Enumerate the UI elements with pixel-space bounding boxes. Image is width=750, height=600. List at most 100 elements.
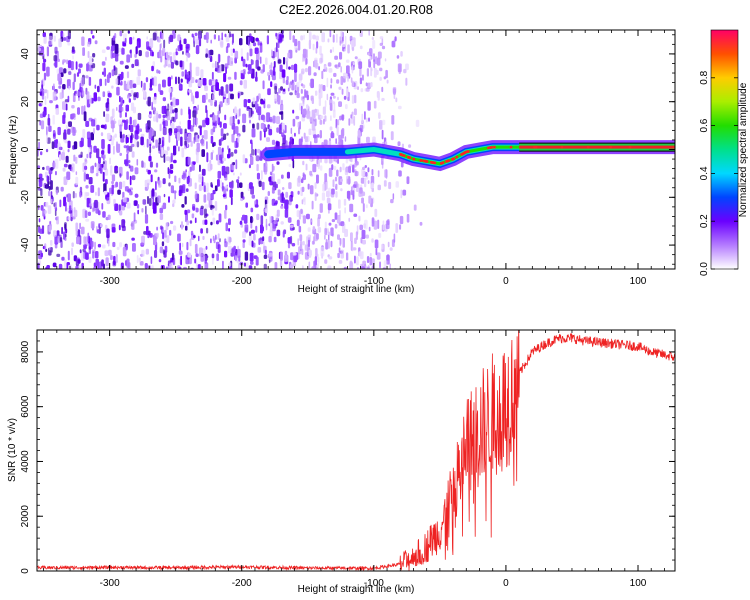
spectrogram-noise-blob	[395, 181, 399, 188]
spectrogram-noise-blob	[311, 200, 314, 210]
spectrogram-noise-blob	[193, 35, 195, 44]
spectrogram-noise-blob	[373, 67, 377, 78]
spectrogram-noise-blob	[168, 106, 173, 111]
spectrogram-noise-blob	[53, 83, 55, 91]
spectrogram-noise-blob	[391, 115, 395, 125]
spectrogram-noise-blob	[192, 117, 195, 128]
spectrogram-noise-blob	[49, 100, 53, 104]
spectrogram-noise-blob	[242, 196, 245, 200]
spectrogram-noise-blob	[346, 252, 349, 261]
spectrogram-noise-blob	[211, 63, 215, 68]
spectrogram-noise-blob	[128, 159, 131, 163]
spectrogram-noise-blob	[330, 227, 334, 236]
spectrogram-noise-blob	[53, 133, 56, 137]
spectrogram-noise-blob	[327, 62, 332, 67]
spectrogram-noise-blob	[339, 40, 344, 44]
spectrogram-noise-blob	[42, 166, 45, 170]
spectrogram-noise-blob	[287, 52, 291, 58]
spectrogram-noise-blob	[307, 239, 310, 247]
spectrogram-noise-blob	[298, 138, 303, 146]
spectrogram-noise-blob	[259, 56, 262, 64]
spectrogram-noise-blob	[377, 51, 382, 59]
spectrogram-noise-blob	[158, 259, 162, 263]
spectrogram-noise-blob	[195, 91, 199, 99]
spectrogram-noise-blob	[56, 268, 59, 269]
spectrogram-noise-blob	[225, 36, 230, 42]
spectrogram-noise-blob	[228, 262, 232, 267]
spectrogram-noise-blob	[205, 92, 208, 100]
spectrogram-noise-blob	[337, 234, 340, 240]
colorbar-tick-label: 0.8	[699, 70, 710, 84]
spectrogram-noise-blob	[199, 207, 204, 216]
y-tick-label: -40	[20, 237, 31, 252]
spectrogram-noise-blob	[179, 121, 181, 125]
spectrogram-noise-blob	[369, 55, 372, 62]
spectrogram-noise-blob	[175, 76, 177, 85]
spectrogram-noise-blob	[144, 263, 148, 269]
y-tick-label: 0	[20, 146, 31, 152]
spectrogram-noise-blob	[118, 47, 123, 52]
spectrogram-noise-blob	[88, 246, 91, 255]
spectrogram-noise-blob	[235, 255, 237, 262]
spectrogram-noise-blob	[406, 213, 410, 223]
spectrogram-noise-blob	[229, 189, 233, 198]
spectrogram-noise-blob	[366, 68, 369, 77]
spectrogram-noise-blob	[170, 56, 173, 63]
spectrogram-noise-blob	[170, 61, 174, 69]
spectrogram-noise-blob	[78, 63, 83, 68]
spectrogram-noise-blob	[359, 45, 363, 50]
spectrogram-noise-blob	[277, 59, 282, 64]
spectrogram-noise-blob	[347, 76, 349, 82]
signal-peak-dot	[429, 160, 433, 164]
spectrogram-noise-blob	[141, 160, 144, 168]
spectrogram-noise-blob	[276, 127, 279, 133]
spectrogram-noise-blob	[145, 51, 149, 58]
spectrogram-noise-blob	[122, 180, 126, 188]
spectrogram-noise-blob	[291, 134, 294, 138]
spectrogram-noise-blob	[152, 202, 156, 210]
spectrogram-noise-blob	[388, 181, 392, 190]
spectrogram-noise-blob	[72, 81, 75, 91]
spectrogram-noise-blob	[357, 171, 359, 176]
spectrogram-noise-blob	[311, 99, 314, 104]
spectrogram-noise-blob	[128, 98, 131, 103]
spectrogram-noise-blob	[338, 260, 343, 264]
spectrogram-noise-blob	[224, 241, 228, 248]
spectrogram-noise-blob	[53, 55, 58, 62]
spectrogram-noise-blob	[73, 154, 76, 162]
spectrogram-noise-blob	[104, 78, 107, 86]
spectrogram-noise-blob	[222, 260, 224, 269]
spectrogram-noise-blob	[352, 247, 357, 251]
spectrogram-noise-blob	[263, 115, 266, 123]
spectrogram-noise-blob	[268, 74, 271, 81]
spectrogram-noise-blob	[228, 228, 230, 232]
spectrogram-noise-blob	[133, 92, 138, 98]
spectrogram-noise-blob	[179, 128, 183, 135]
spectrogram-noise-blob	[355, 161, 359, 166]
spectrogram-noise-blob	[334, 64, 338, 68]
spectrogram-noise-blob	[308, 66, 312, 76]
spectrogram-noise-blob	[45, 201, 49, 208]
spectrogram-noise-blob	[282, 88, 286, 92]
spectrogram-noise-blob	[190, 69, 192, 80]
spectrogram-noise-blob	[280, 205, 284, 209]
spectrogram-noise-blob	[198, 79, 202, 87]
spectrogram-noise-blob	[362, 203, 365, 212]
spectrogram-noise-blob	[115, 181, 118, 188]
spectrogram-noise-blob	[217, 170, 221, 179]
spectrogram-noise-blob	[119, 95, 121, 103]
signal-peak-dot	[493, 145, 496, 149]
spectrogram-noise-blob	[146, 41, 150, 50]
signal-band-red	[519, 145, 675, 149]
spectrogram-noise-blob	[85, 252, 89, 260]
spectrogram-noise-blob	[270, 81, 273, 88]
spectrogram-noise-blob	[119, 124, 122, 134]
spectrogram-noise-blob	[361, 168, 365, 177]
spectrogram-noise-blob	[161, 147, 164, 157]
spectrogram-noise-blob	[57, 235, 60, 243]
spectrogram-noise-blob	[136, 141, 140, 148]
spectrogram-noise-blob	[116, 106, 118, 111]
spectrogram-noise-blob	[195, 262, 198, 268]
spectrogram-noise-blob	[343, 48, 346, 52]
spectrogram-noise-blob	[212, 114, 216, 123]
